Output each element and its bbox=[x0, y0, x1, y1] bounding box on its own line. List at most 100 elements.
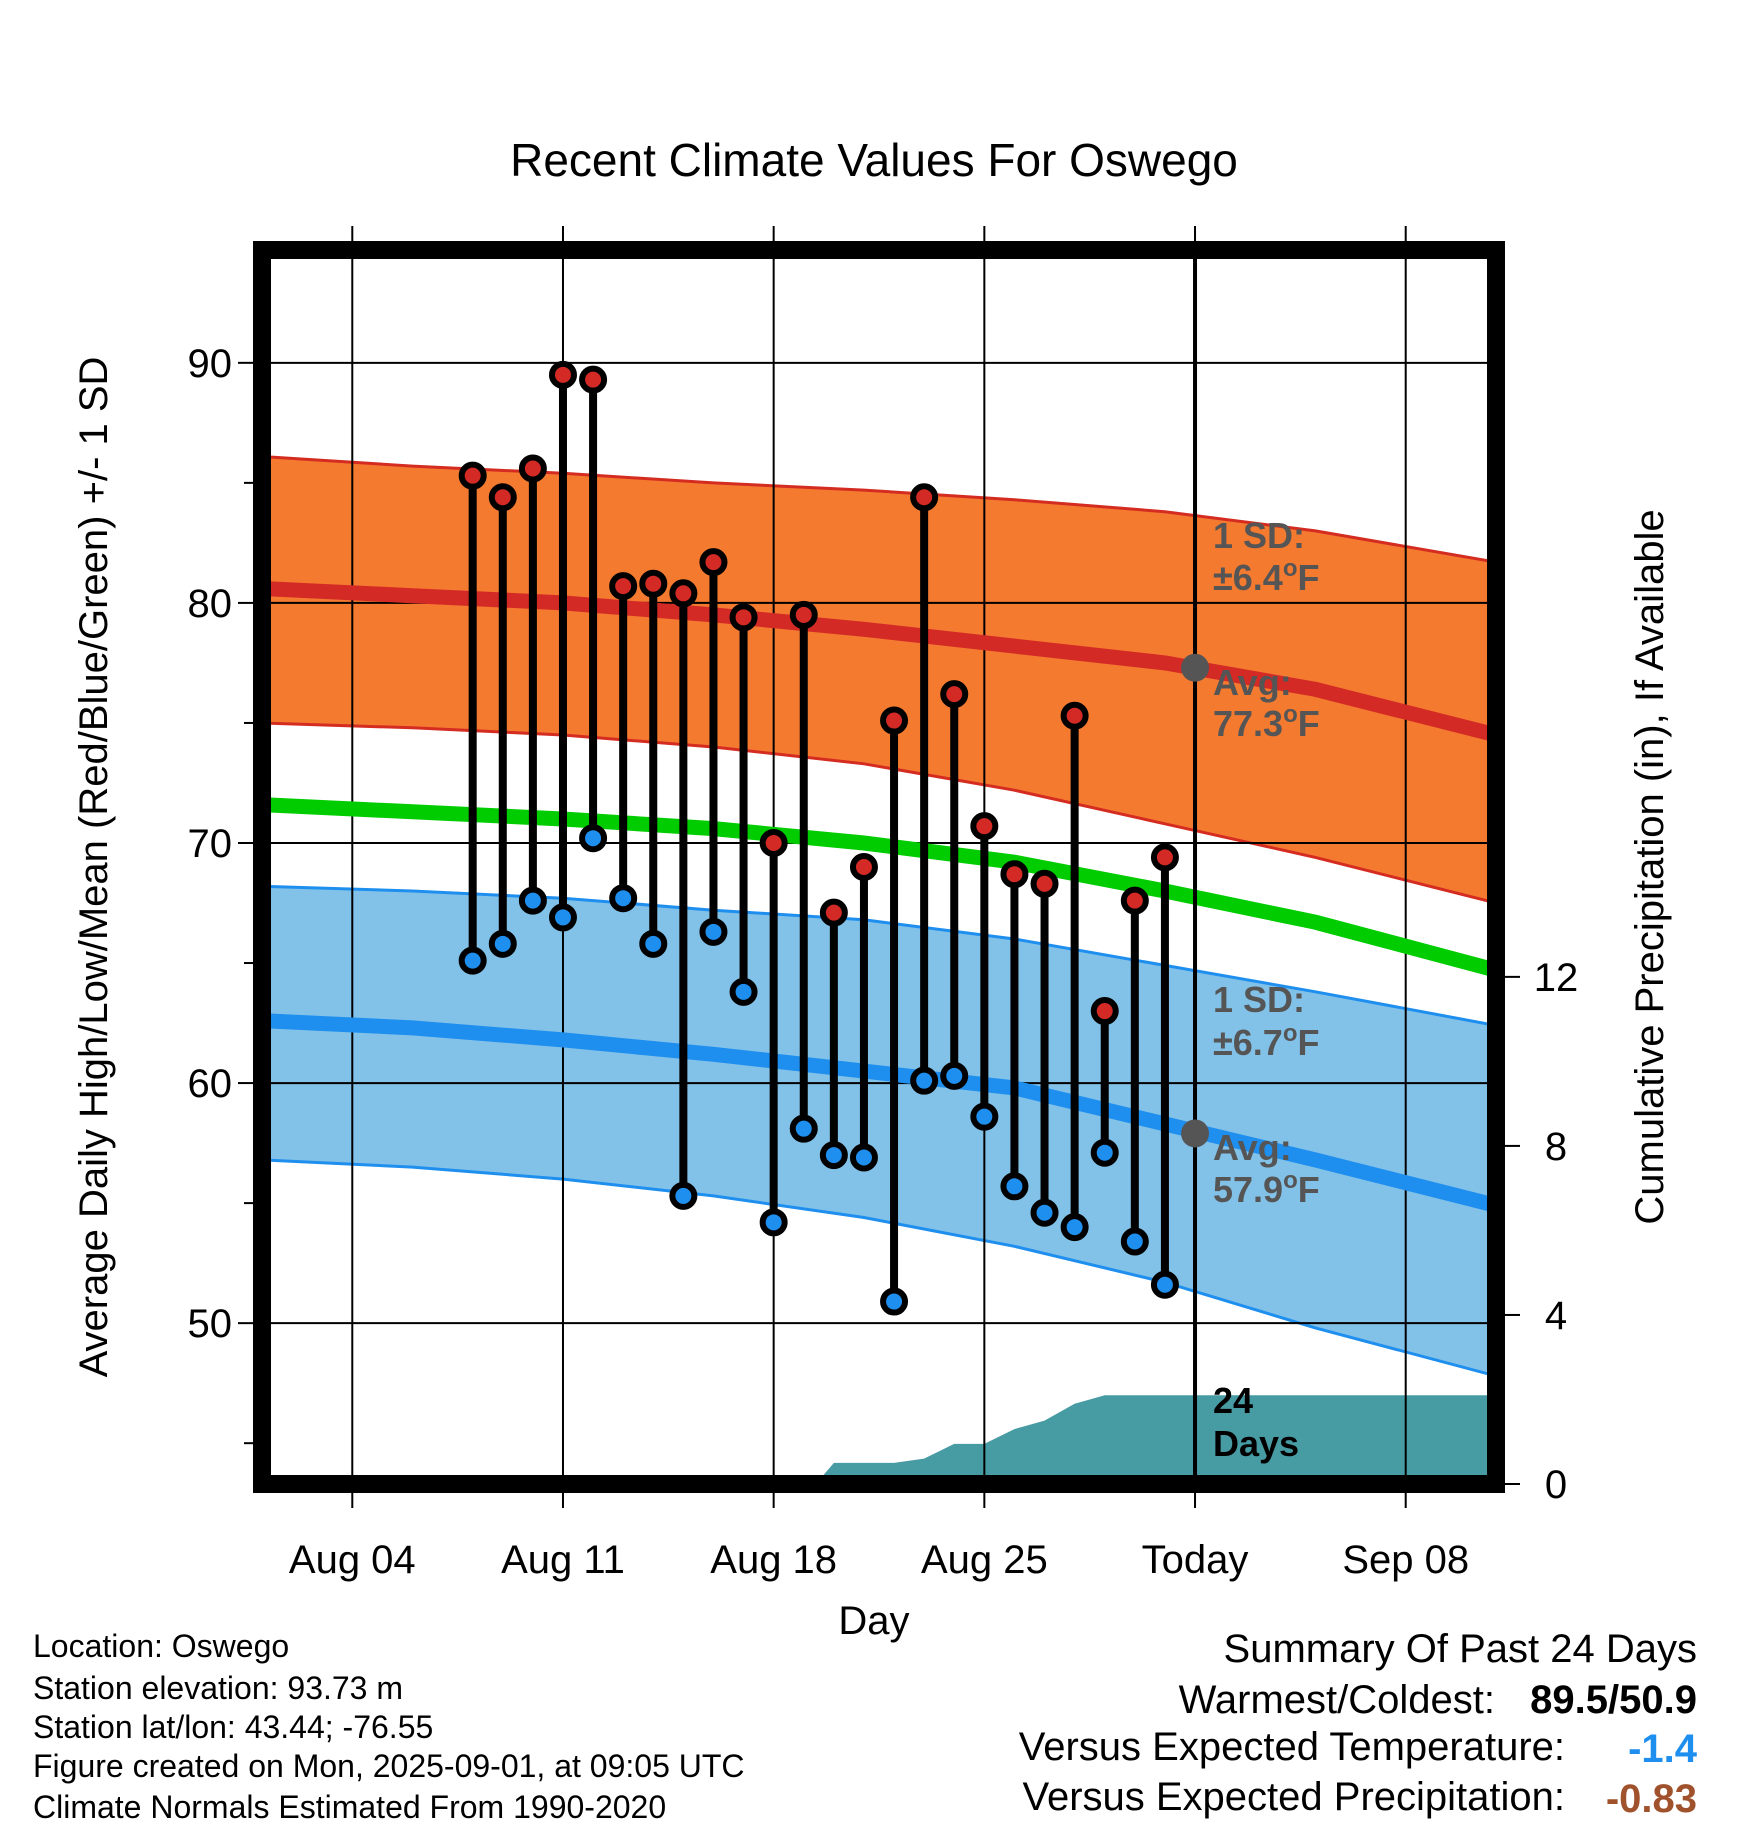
y2-tick-label: 4 bbox=[1545, 1294, 1567, 1338]
normal-mean-line bbox=[262, 797, 1496, 978]
y2-tick-label: 0 bbox=[1545, 1463, 1567, 1507]
obs-high-point bbox=[729, 603, 758, 632]
x-tick-label: Today bbox=[1142, 1538, 1249, 1582]
obs-low-point bbox=[759, 1208, 788, 1237]
elevation-text: Station elevation: 93.73 m bbox=[33, 1670, 403, 1706]
high-sd-value: ±6.4oF bbox=[1213, 555, 1319, 598]
low-sd-value-degree: o bbox=[1283, 1020, 1298, 1047]
y-tick-label: 90 bbox=[188, 342, 233, 386]
obs-high-point bbox=[669, 579, 698, 608]
today-high-avg-marker bbox=[1181, 653, 1210, 682]
high-sd-label: 1 SD: bbox=[1213, 515, 1305, 556]
location-text: Location: Oswego bbox=[33, 1628, 289, 1664]
today-low-avg-marker bbox=[1181, 1119, 1210, 1148]
obs-low-point bbox=[669, 1181, 698, 1210]
days-label: Days bbox=[1213, 1423, 1299, 1464]
precip-departure-value: -0.83 bbox=[1606, 1777, 1697, 1821]
low-avg-value: 57.9oF bbox=[1213, 1167, 1320, 1210]
x-tick-label: Aug 04 bbox=[289, 1538, 416, 1582]
precip-area bbox=[815, 1395, 1496, 1484]
y-tick-label: 70 bbox=[188, 822, 233, 866]
obs-high-point bbox=[789, 600, 818, 629]
days-count: 24 bbox=[1213, 1380, 1253, 1421]
high-avg-label: Avg: bbox=[1213, 662, 1292, 703]
low-sd-value-value: ±6.7 bbox=[1213, 1022, 1283, 1063]
warmest-coldest-value: 89.5/50.9 bbox=[1530, 1678, 1697, 1722]
obs-high-point bbox=[548, 360, 577, 389]
obs-high-point bbox=[880, 706, 909, 735]
obs-low-point bbox=[910, 1066, 939, 1095]
x-tick-label: Sep 08 bbox=[1342, 1538, 1469, 1582]
obs-high-point bbox=[518, 454, 547, 483]
high-sd-value-degree: o bbox=[1283, 555, 1298, 582]
low-sd-band bbox=[262, 884, 1496, 1378]
temp-departure-value: -1.4 bbox=[1628, 1727, 1698, 1771]
obs-low-point bbox=[729, 977, 758, 1006]
obs-low-point bbox=[579, 824, 608, 853]
obs-high-point bbox=[639, 569, 668, 598]
summary-title: Summary Of Past 24 Days bbox=[1224, 1627, 1697, 1671]
obs-high-point bbox=[579, 365, 608, 394]
high-sd-band bbox=[262, 454, 1496, 905]
obs-high-point bbox=[940, 680, 969, 709]
precip-area-group bbox=[815, 1395, 1496, 1484]
obs-high-point bbox=[970, 812, 999, 841]
high-avg-value-degree: o bbox=[1283, 701, 1298, 728]
summary-panel: Summary Of Past 24 Days Warmest/Coldest:… bbox=[1019, 1627, 1698, 1821]
chart-title: Recent Climate Values For Oswego bbox=[510, 134, 1238, 186]
normals-text: Climate Normals Estimated From 1990-2020 bbox=[33, 1789, 666, 1825]
obs-high-point bbox=[488, 483, 517, 512]
today-marker-group bbox=[1181, 250, 1210, 1484]
y2-tick-label: 12 bbox=[1534, 956, 1579, 1000]
plot-frame bbox=[253, 241, 1505, 1493]
obs-low-point bbox=[609, 884, 638, 913]
obs-high-point bbox=[759, 828, 788, 857]
temp-departure-label: Versus Expected Temperature: bbox=[1019, 1725, 1565, 1769]
warmest-coldest-label: Warmest/Coldest: bbox=[1179, 1678, 1495, 1722]
latlon-text: Station lat/lon: 43.44; -76.55 bbox=[33, 1709, 433, 1745]
obs-low-point bbox=[1120, 1227, 1149, 1256]
obs-high-point bbox=[609, 572, 638, 601]
obs-high-point bbox=[1090, 997, 1119, 1026]
low-avg-value-value: 57.9 bbox=[1213, 1169, 1283, 1210]
station-info: Location: Oswego Station elevation: 93.7… bbox=[33, 1628, 745, 1825]
obs-low-point bbox=[548, 903, 577, 932]
y2-tick-label: 8 bbox=[1545, 1125, 1567, 1169]
high-sd-value-unit: F bbox=[1298, 557, 1320, 598]
obs-low-point bbox=[880, 1287, 909, 1316]
obs-high-point bbox=[1150, 843, 1179, 872]
obs-high-point bbox=[699, 548, 728, 577]
low-avg-value-degree: o bbox=[1283, 1167, 1298, 1194]
x-tick-label: Aug 11 bbox=[501, 1538, 625, 1582]
precip-departure-label: Versus Expected Precipitation: bbox=[1022, 1775, 1565, 1819]
obs-high-point bbox=[458, 461, 487, 490]
axes-group: Aug 04 Aug 11 Aug 18 Aug 25 Today Sep 08 50 60 7… bbox=[188, 226, 1579, 1582]
y-tick-label: 50 bbox=[188, 1302, 233, 1346]
obs-low-point bbox=[1000, 1172, 1029, 1201]
obs-low-point bbox=[699, 917, 728, 946]
obs-low-point bbox=[1150, 1270, 1179, 1299]
low-sd-value-unit: F bbox=[1298, 1022, 1320, 1063]
obs-high-point bbox=[1120, 886, 1149, 915]
low-sd-label: 1 SD: bbox=[1213, 979, 1305, 1020]
obs-high-point bbox=[1000, 860, 1029, 889]
obs-high-point bbox=[1060, 701, 1089, 730]
y-axis-label: Average Daily High/Low/Mean (Red/Blue/Gr… bbox=[72, 357, 116, 1378]
observations-group bbox=[458, 360, 1179, 1316]
obs-low-point bbox=[970, 1102, 999, 1131]
high-avg-value-value: 77.3 bbox=[1213, 703, 1283, 744]
low-sd-value: ±6.7oF bbox=[1213, 1020, 1319, 1063]
x-axis-label: Day bbox=[838, 1599, 909, 1643]
y-tick-label: 80 bbox=[188, 582, 233, 626]
low-avg-value-unit: F bbox=[1298, 1169, 1320, 1210]
normal-high-line bbox=[262, 581, 1496, 743]
x-tick-label: Aug 25 bbox=[921, 1538, 1048, 1582]
obs-low-point bbox=[1030, 1198, 1059, 1227]
obs-low-point bbox=[1090, 1138, 1119, 1167]
x-tick-label: Aug 18 bbox=[710, 1538, 837, 1582]
high-avg-value-unit: F bbox=[1298, 703, 1320, 744]
obs-high-point bbox=[849, 853, 878, 881]
high-sd-value-value: ±6.4 bbox=[1213, 557, 1283, 598]
